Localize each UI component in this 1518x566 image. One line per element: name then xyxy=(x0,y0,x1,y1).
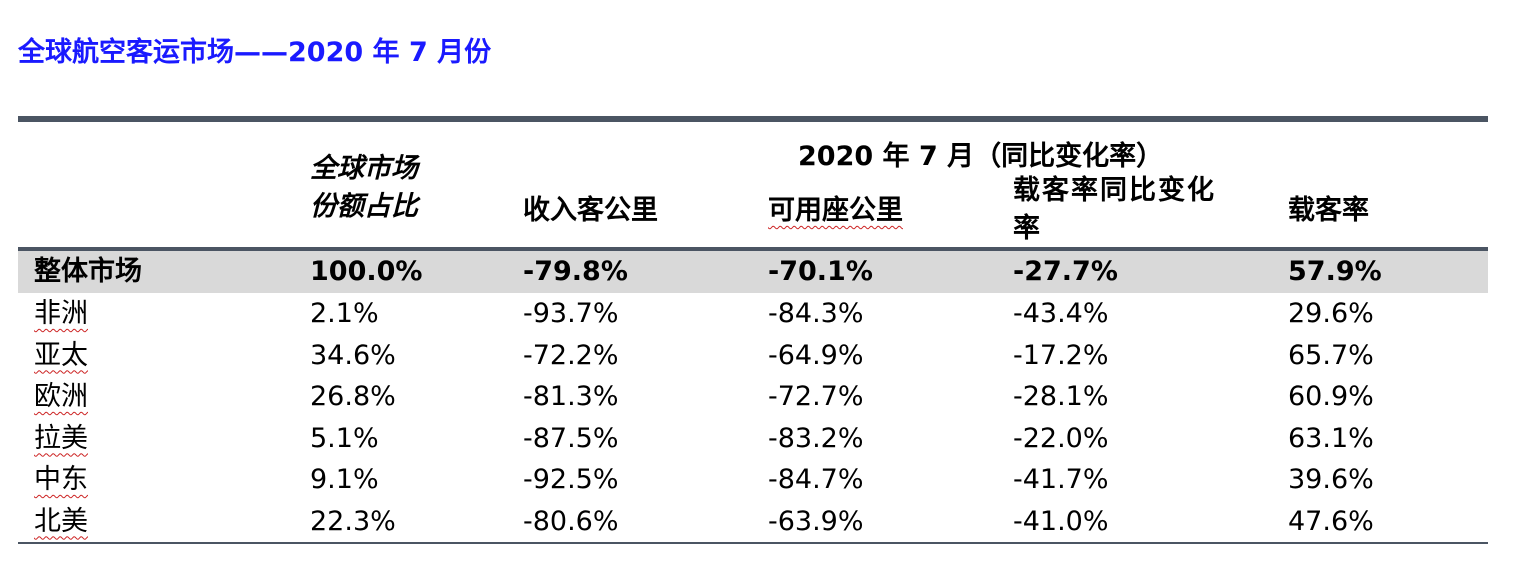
row-rpk: -87.5% xyxy=(523,422,619,454)
row-plf: 63.1% xyxy=(1288,422,1374,454)
row-plf-change: -28.1% xyxy=(1013,381,1109,412)
row-plf-change: -43.4% xyxy=(1013,298,1109,329)
row-plf: 29.6% xyxy=(1288,298,1374,329)
row-ask: -84.3% xyxy=(768,298,864,329)
row-plf-change: -27.7% xyxy=(1013,256,1118,287)
row-share: 100.0% xyxy=(310,256,423,287)
row-plf: 60.9% xyxy=(1288,381,1374,412)
row-region: 拉美 xyxy=(34,422,88,454)
column-header-rpk: 收入客公里 xyxy=(523,195,658,226)
table-row: 北美 22.3% -80.6% -63.9% -41.0% 47.6% xyxy=(18,501,1488,543)
row-share: 5.1% xyxy=(310,422,379,454)
row-ask: -72.7% xyxy=(768,381,864,412)
row-rpk: -93.7% xyxy=(523,298,619,329)
row-region: 亚太 xyxy=(34,339,88,371)
column-header-plf-change: 载客率同比变化 率 xyxy=(1013,172,1216,248)
row-ask: -70.1% xyxy=(768,256,873,287)
table-header: 2020 年 7 月（同比变化率） 全球市场 份额占比 收入客公里 可用座公里 … xyxy=(18,122,1488,247)
page-title: 全球航空客运市场——2020 年 7 月份 xyxy=(18,37,492,68)
row-region: 欧洲 xyxy=(34,381,88,412)
table-header-rule xyxy=(18,247,1488,251)
row-share: 34.6% xyxy=(310,339,396,371)
row-ask: -84.7% xyxy=(768,464,864,495)
row-rpk: -81.3% xyxy=(523,381,619,412)
column-header-plf: 载客率 xyxy=(1288,195,1369,226)
group-header: 2020 年 7 月（同比变化率） xyxy=(798,141,1164,172)
table-row: 中东 9.1% -92.5% -84.7% -41.7% 39.6% xyxy=(18,459,1488,501)
column-header-ask: 可用座公里 xyxy=(768,192,903,230)
row-plf-change: -17.2% xyxy=(1013,339,1109,371)
row-plf: 57.9% xyxy=(1288,256,1382,287)
row-region: 整体市场 xyxy=(34,256,142,287)
column-header-share-line1: 全球市场 xyxy=(310,153,418,184)
table-row: 亚太 34.6% -72.2% -64.9% -17.2% 65.7% xyxy=(18,335,1488,377)
row-share: 26.8% xyxy=(310,381,396,412)
row-plf: 39.6% xyxy=(1288,464,1374,495)
row-share: 9.1% xyxy=(310,464,379,495)
row-region: 北美 xyxy=(34,505,88,537)
table-row: 拉美 5.1% -87.5% -83.2% -22.0% 63.1% xyxy=(18,418,1488,460)
row-rpk: -79.8% xyxy=(523,256,628,287)
row-plf: 65.7% xyxy=(1288,339,1374,371)
row-share: 2.1% xyxy=(310,298,379,329)
table-row-total: 整体市场 100.0% -79.8% -70.1% -27.7% 57.9% xyxy=(18,251,1488,293)
row-ask: -64.9% xyxy=(768,339,864,371)
row-region: 中东 xyxy=(34,464,88,495)
row-region: 非洲 xyxy=(34,298,88,329)
row-ask: -83.2% xyxy=(768,422,864,454)
table-row: 非洲 2.1% -93.7% -84.3% -43.4% 29.6% xyxy=(18,293,1488,335)
row-share: 22.3% xyxy=(310,505,396,537)
row-plf: 47.6% xyxy=(1288,505,1374,537)
row-rpk: -92.5% xyxy=(523,464,619,495)
row-plf-change: -41.7% xyxy=(1013,464,1109,495)
column-header-share: 全球市场 份额占比 xyxy=(310,150,418,226)
column-header-plf-change-line1: 载客率同比变化 xyxy=(1013,175,1216,206)
table-bottom-rule xyxy=(18,542,1488,544)
column-header-plf-change-line2: 率 xyxy=(1013,213,1042,244)
row-rpk: -80.6% xyxy=(523,505,619,537)
table-top-rule xyxy=(18,116,1488,122)
market-table: 2020 年 7 月（同比变化率） 全球市场 份额占比 收入客公里 可用座公里 … xyxy=(18,116,1488,544)
row-plf-change: -22.0% xyxy=(1013,422,1109,454)
table-row: 欧洲 26.8% -81.3% -72.7% -28.1% 60.9% xyxy=(18,376,1488,418)
row-ask: -63.9% xyxy=(768,505,864,537)
column-header-ask-label: 可用座公里 xyxy=(768,195,903,226)
row-plf-change: -41.0% xyxy=(1013,505,1109,537)
row-rpk: -72.2% xyxy=(523,339,619,371)
column-header-share-line2: 份额占比 xyxy=(310,191,418,222)
